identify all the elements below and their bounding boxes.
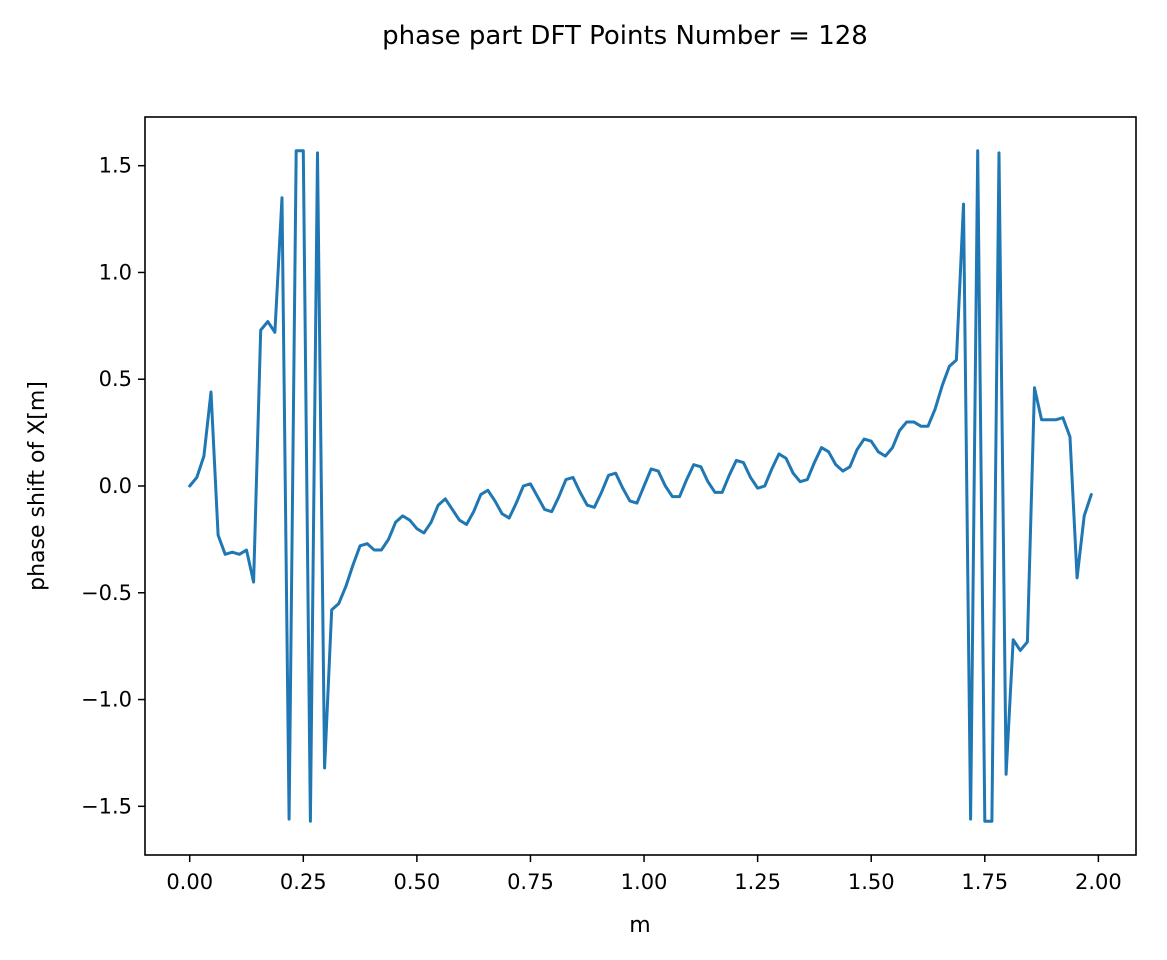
chart-title: phase part DFT Points Number = 128 — [382, 21, 868, 51]
x-tick-label: 0.50 — [393, 870, 440, 894]
y-tick-label: 1.5 — [99, 154, 132, 178]
x-tick-label: 1.75 — [961, 870, 1008, 894]
x-axis: 0.00 0.25 0.50 0.75 1.00 1.25 1.50 1.75 2.00 — [166, 855, 1122, 894]
x-tick-label: 1.50 — [848, 870, 895, 894]
y-tick-label: −0.5 — [81, 581, 132, 605]
y-tick-label: −1.0 — [81, 688, 132, 712]
x-tick-label: 1.00 — [621, 870, 668, 894]
y-tick-label: 0.5 — [99, 367, 132, 391]
y-tick-label: 0.0 — [99, 474, 132, 498]
x-tick-label: 0.00 — [166, 870, 213, 894]
x-axis-label: m — [629, 913, 650, 938]
x-tick-label: 0.75 — [507, 870, 554, 894]
x-tick-label: 1.25 — [734, 870, 781, 894]
series-line-0 — [188, 149, 1093, 823]
x-tick-label: 0.25 — [280, 870, 327, 894]
x-tick-label: 2.00 — [1075, 870, 1122, 894]
y-tick-label: −1.5 — [81, 794, 132, 818]
plot-area — [188, 149, 1093, 823]
y-axis-label: phase shift of X[m] — [25, 381, 50, 591]
y-tick-label: 1.0 — [99, 260, 132, 284]
y-axis: −1.5 −1.0 −0.5 0.0 0.5 1.0 1.5 — [81, 154, 145, 818]
